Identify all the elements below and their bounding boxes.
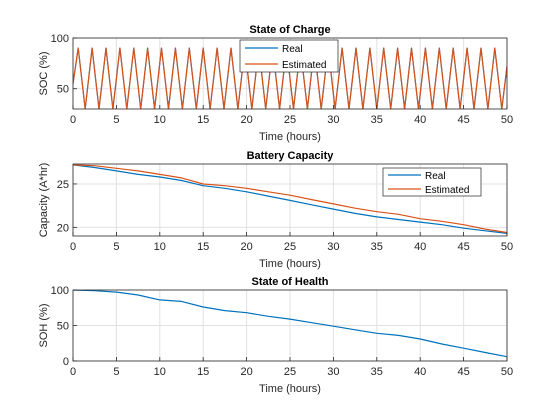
legend-box [382, 167, 482, 197]
x-tick-label: 30 [327, 241, 339, 253]
chart-title: State of Health [251, 276, 328, 288]
x-tick-label: 25 [284, 241, 296, 253]
x-tick-label: 30 [327, 366, 339, 378]
legend-label: Real [282, 44, 303, 55]
legend-label: Real [425, 171, 446, 182]
legend-label: Estimated [425, 185, 469, 196]
x-tick-label: 10 [154, 241, 166, 253]
y-tick-label: 50 [57, 321, 69, 333]
x-tick-label: 35 [371, 241, 383, 253]
x-tick-label: 10 [154, 114, 166, 126]
x-axis-label: Time (hours) [259, 131, 321, 143]
y-axis-label: SOC (%) [38, 52, 50, 96]
x-axis-label: Time (hours) [259, 383, 321, 395]
x-tick-label: 35 [371, 366, 383, 378]
x-tick-label: 5 [113, 366, 119, 378]
x-tick-label: 30 [327, 114, 339, 126]
x-tick-label: 40 [414, 366, 426, 378]
chart-title: Battery Capacity [247, 150, 335, 162]
x-tick-label: 25 [284, 114, 296, 126]
series-line-real [73, 164, 507, 234]
x-tick-label: 15 [197, 241, 209, 253]
subplot-1: 0 5 10 15 20 25 30 35 40 45 50 50 100 State of Charge… [38, 24, 513, 143]
x-tick-label: 50 [501, 241, 513, 253]
x-axis-label: Time (hours) [259, 258, 321, 270]
legend: Real Estimated [382, 167, 482, 197]
y-tick-label: 25 [57, 179, 69, 191]
x-tick-label: 20 [240, 241, 252, 253]
y-axis-label: SOH (%) [38, 304, 50, 348]
x-tick-label: 20 [240, 114, 252, 126]
x-tick-label: 50 [501, 366, 513, 378]
x-tick-label: 15 [197, 114, 209, 126]
x-tick-label: 45 [457, 366, 469, 378]
x-tick-label: 5 [113, 114, 119, 126]
x-tick-label: 25 [284, 366, 296, 378]
x-tick-label: 10 [154, 366, 166, 378]
y-tick-label: 20 [57, 222, 69, 234]
y-tick-label: 100 [51, 285, 69, 297]
series-line-estimated [73, 164, 507, 234]
y-axis-label: Capacity (A*hr) [38, 163, 50, 238]
x-tick-label: 45 [457, 114, 469, 126]
x-tick-label: 20 [240, 366, 252, 378]
series-line-estimated [73, 47, 507, 109]
x-tick-label: 35 [371, 114, 383, 126]
legend-label: Estimated [282, 60, 326, 71]
subplot-2: 0 5 10 15 20 25 30 35 40 45 50 20 25 Battery Capacity… [38, 150, 513, 270]
legend-box [239, 39, 339, 73]
x-tick-label: 40 [414, 241, 426, 253]
x-tick-label: 15 [197, 366, 209, 378]
x-tick-label: 5 [113, 241, 119, 253]
x-tick-label: 0 [70, 366, 76, 378]
y-tick-label: 50 [57, 84, 69, 96]
y-tick-label: 0 [63, 356, 69, 368]
y-tick-label: 100 [51, 33, 69, 45]
legend: Real Estimated [239, 39, 339, 73]
x-tick-label: 45 [457, 241, 469, 253]
x-tick-label: 0 [70, 114, 76, 126]
chart-title: State of Charge [249, 24, 330, 36]
subplot-3: 0 5 10 15 20 25 30 35 40 45 50 0 50 100 State of Healt… [38, 276, 513, 395]
x-tick-label: 40 [414, 114, 426, 126]
x-tick-label: 50 [501, 114, 513, 126]
series-line-soh [73, 290, 507, 358]
x-tick-label: 0 [70, 241, 76, 253]
